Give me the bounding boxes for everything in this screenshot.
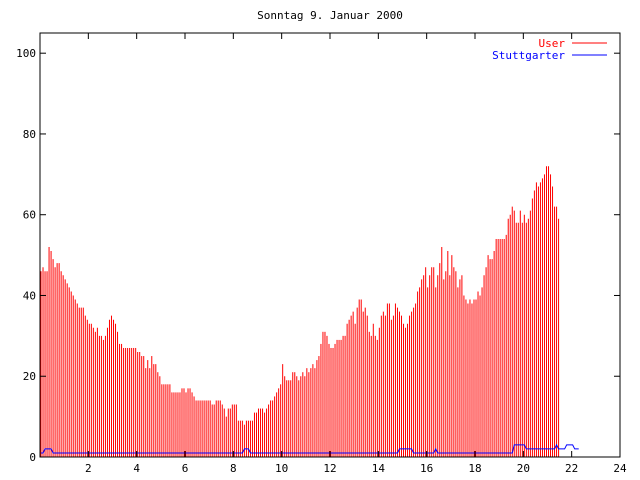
y-tick-label: 20 [23, 370, 36, 383]
x-tick-label: 22 [565, 462, 578, 475]
x-tick-label: 24 [613, 462, 627, 475]
chart-title: Sonntag 9. Januar 2000 [257, 9, 403, 22]
y-tick-label: 60 [23, 209, 36, 222]
y-tick-label: 100 [16, 47, 36, 60]
x-tick-label: 8 [230, 462, 237, 475]
x-tick-label: 16 [420, 462, 433, 475]
x-tick-label: 18 [468, 462, 481, 475]
x-tick-label: 10 [275, 462, 288, 475]
plot-area [40, 166, 579, 457]
x-tick-label: 2 [85, 462, 92, 475]
plot-border [39, 32, 621, 458]
legend-label: User [539, 37, 566, 50]
y-tick-label: 0 [29, 451, 36, 464]
x-tick-label: 20 [517, 462, 530, 475]
x-tick-label: 14 [372, 462, 386, 475]
legend-label: Stuttgarter [492, 49, 565, 62]
y-tick-label: 80 [23, 128, 36, 141]
x-tick-label: 4 [133, 462, 140, 475]
y-tick-label: 40 [23, 289, 36, 302]
x-tick-label: 12 [323, 462, 336, 475]
x-tick-label: 6 [182, 462, 189, 475]
stuttgarter-line [41, 443, 579, 454]
